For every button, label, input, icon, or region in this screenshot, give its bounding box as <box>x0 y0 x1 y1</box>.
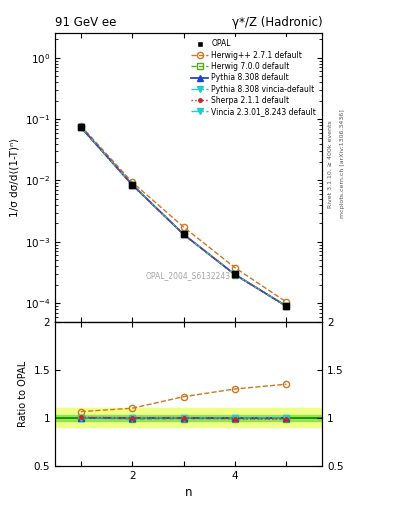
Y-axis label: 1/σ dσ/d⟨(1-T)ⁿ⟩: 1/σ dσ/d⟨(1-T)ⁿ⟩ <box>9 138 19 217</box>
X-axis label: n: n <box>185 486 193 499</box>
Text: OPAL_2004_S6132243: OPAL_2004_S6132243 <box>146 271 231 280</box>
Y-axis label: Ratio to OPAL: Ratio to OPAL <box>18 360 28 427</box>
Text: γ*/Z (Hadronic): γ*/Z (Hadronic) <box>231 16 322 29</box>
Text: Rivet 3.1.10, ≥ 400k events: Rivet 3.1.10, ≥ 400k events <box>328 120 333 208</box>
Bar <box>55 415 322 421</box>
Text: 91 GeV ee: 91 GeV ee <box>55 16 116 29</box>
Legend: OPAL, Herwig++ 2.7.1 default, Herwig 7.0.0 default, Pythia 8.308 default, Pythia: OPAL, Herwig++ 2.7.1 default, Herwig 7.0… <box>189 37 318 118</box>
Text: mcplots.cern.ch [arXiv:1306.3436]: mcplots.cern.ch [arXiv:1306.3436] <box>340 110 345 218</box>
Bar <box>55 408 322 428</box>
